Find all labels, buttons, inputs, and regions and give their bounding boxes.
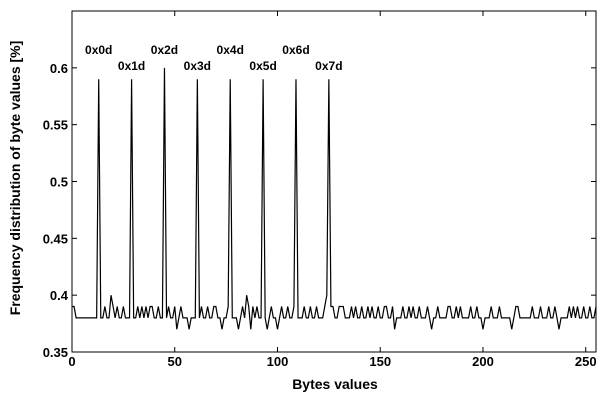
labels: 0 50 100 150 200 250 0.35 0.4 0.45 0.5 0.55 0.6 0x0d… — [43, 43, 597, 369]
x-tick-label: 250 — [575, 354, 597, 369]
peak-annotation: 0x3d — [184, 59, 211, 73]
y-tick-label: 0.6 — [50, 61, 68, 76]
peak-annotation: 0x6d — [282, 43, 309, 57]
axes — [71, 10, 597, 353]
x-tick-label: 50 — [168, 354, 182, 369]
y-tick-label: 0.5 — [50, 175, 68, 190]
peak-annotation: 0x0d — [85, 43, 112, 57]
peak-annotation: 0x7d — [315, 59, 342, 73]
peak-annotation: 0x2d — [151, 43, 178, 57]
y-tick-label: 0.55 — [43, 118, 68, 133]
x-tick-label: 100 — [267, 354, 289, 369]
series-line — [72, 67, 597, 330]
peak-annotation: 0x4d — [217, 43, 244, 57]
series-group — [72, 67, 597, 330]
x-tick-label: 200 — [472, 354, 494, 369]
x-tick-label: 150 — [369, 354, 391, 369]
y-tick-label: 0.35 — [43, 345, 68, 360]
peak-annotation: 0x1d — [118, 59, 145, 73]
peak-annotation: 0x5d — [249, 59, 276, 73]
y-axis-label: Frequency distribution of byte values [%… — [7, 41, 23, 316]
y-tick-label: 0.45 — [43, 231, 68, 246]
x-axis-label: Bytes values — [292, 376, 378, 392]
x-tick-label: 0 — [68, 354, 75, 369]
y-tick-label: 0.4 — [50, 288, 69, 303]
